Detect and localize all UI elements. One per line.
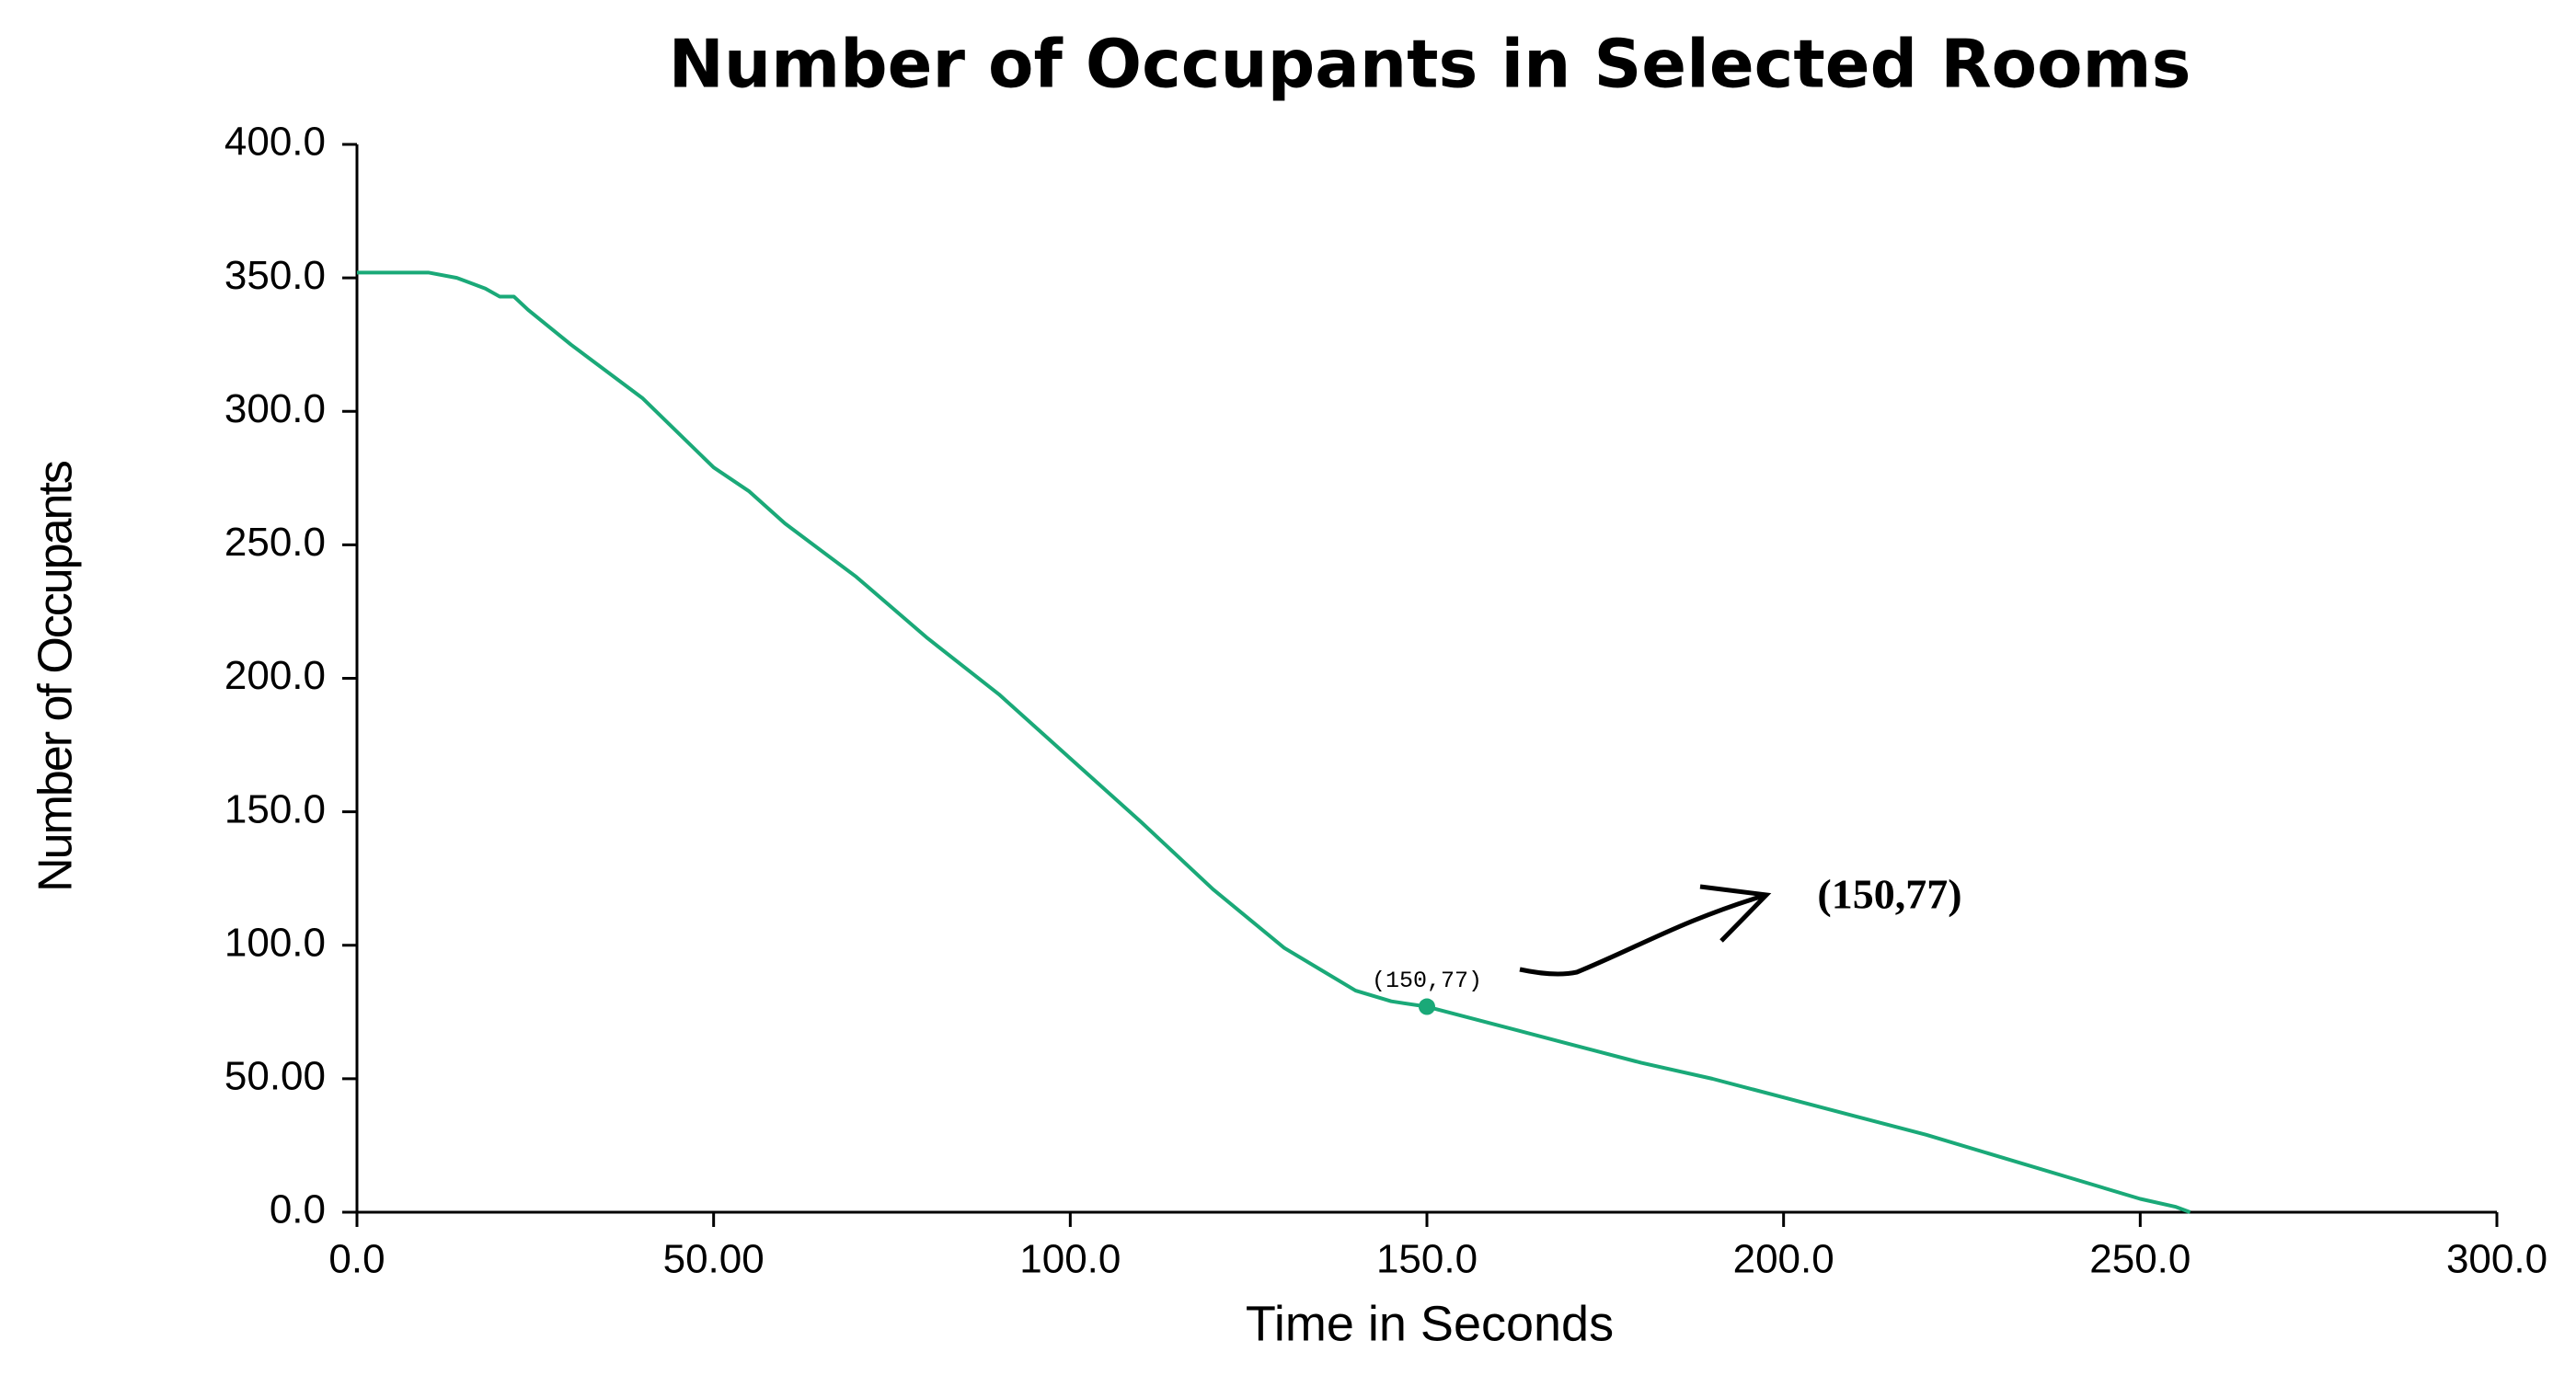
- x-tick-label: 150.0: [1376, 1237, 1478, 1282]
- x-tick-label: 250.0: [2089, 1237, 2191, 1282]
- x-tick-label: 0.0: [328, 1237, 385, 1282]
- y-tick-label: 150.0: [224, 786, 326, 831]
- y-axis-label: Number of Occupants: [29, 461, 83, 892]
- x-tick-label: 50.00: [663, 1237, 765, 1282]
- x-axis-label: Time in Seconds: [1246, 1296, 1614, 1351]
- y-tick-label: 350.0: [224, 253, 326, 298]
- chart-title: Number of Occupants in Selected Rooms: [669, 26, 2191, 103]
- arrow: [1519, 892, 1767, 977]
- series-line: [357, 270, 2191, 1214]
- x-tick-label: 200.0: [1733, 1237, 1834, 1282]
- y-tick-label: 100.0: [224, 920, 326, 965]
- point-label: (150,77): [1372, 968, 1482, 994]
- y-tick-label: 0.0: [270, 1187, 326, 1232]
- highlight-point: [1419, 998, 1435, 1015]
- x-tick-label: 300.0: [2446, 1237, 2547, 1282]
- arrow-head: [1699, 884, 1772, 943]
- y-tick-label: 200.0: [224, 653, 326, 698]
- callout-label: (150,77): [1817, 871, 1961, 918]
- x-tick-label: 100.0: [1019, 1237, 1121, 1282]
- y-tick-label: 400.0: [224, 120, 326, 165]
- y-tick-label: 250.0: [224, 520, 326, 565]
- y-tick-label: 50.00: [224, 1054, 326, 1099]
- y-tick-label: 300.0: [224, 386, 326, 431]
